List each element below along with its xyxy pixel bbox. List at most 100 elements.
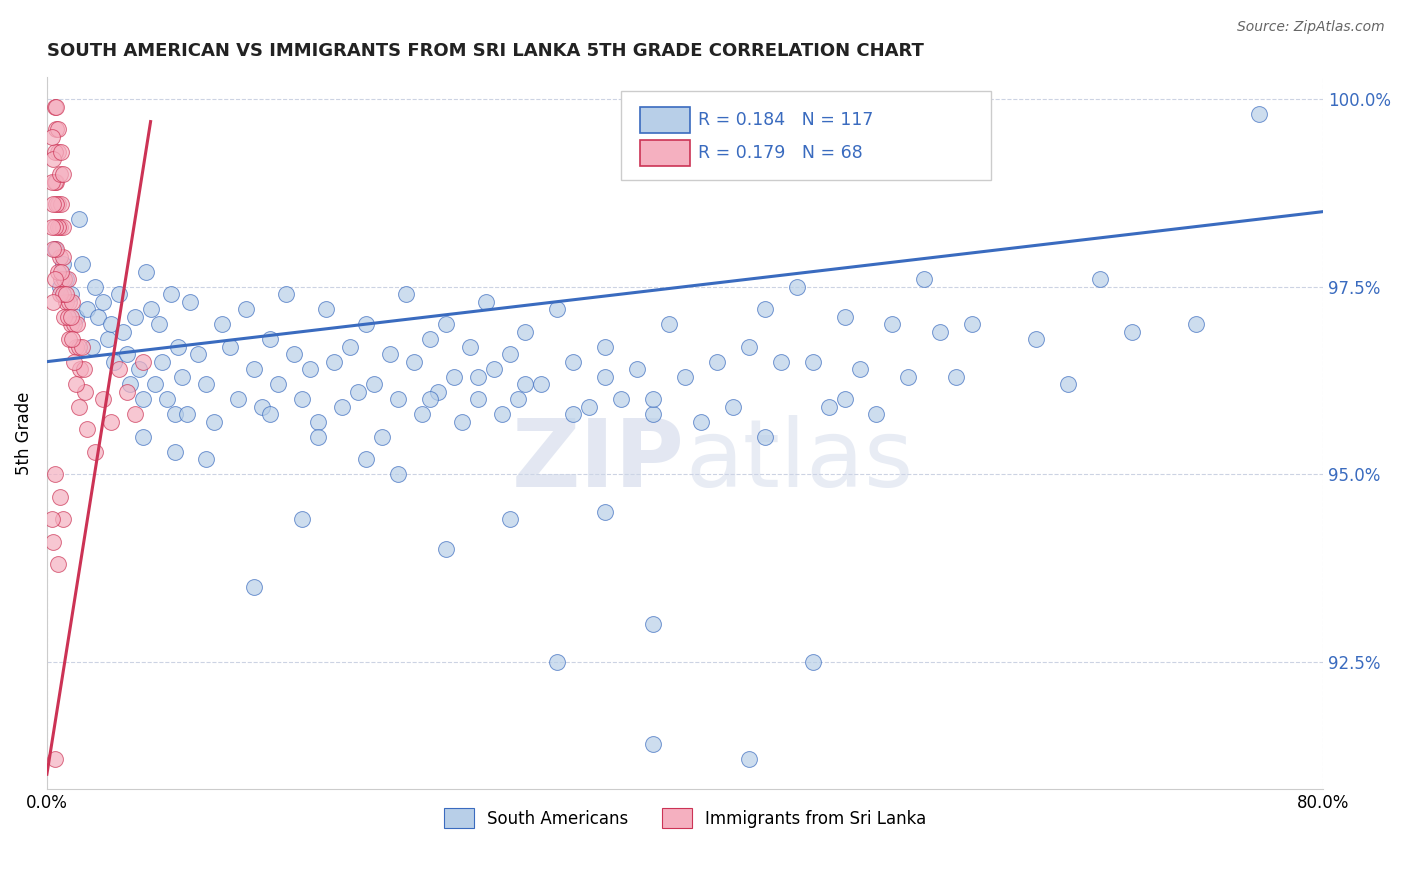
Point (187, 347, 209, 361)
Point (467, 369, 489, 384)
FancyBboxPatch shape (640, 140, 690, 166)
Point (131, 430, 153, 444)
Point (45, 100, 67, 114)
Point (1184, 317, 1206, 331)
Point (291, 512, 314, 526)
Point (70, 257, 93, 271)
Point (67, 212, 90, 227)
Point (46, 122, 69, 136)
Point (754, 302, 776, 317)
Point (44, 145, 66, 159)
Point (46, 197, 69, 211)
Point (307, 430, 329, 444)
Point (83, 444, 105, 458)
Point (48, 490, 70, 504)
Point (148, 317, 170, 331)
Point (166, 340, 188, 354)
Point (721, 400, 744, 414)
Point (44, 219, 66, 234)
Point (96, 332, 118, 346)
Point (498, 347, 520, 361)
Point (42, 534, 65, 549)
Point (65, 310, 87, 324)
Point (450, 415, 472, 429)
Point (115, 347, 138, 361)
Point (283, 347, 305, 361)
Point (63, 354, 86, 368)
Point (58, 332, 80, 346)
Point (882, 317, 904, 331)
Point (91, 392, 114, 406)
Point (155, 392, 177, 406)
Point (160, 287, 183, 301)
Point (960, 317, 983, 331)
Point (267, 377, 290, 392)
Point (387, 392, 409, 406)
Point (41, 512, 63, 526)
Point (834, 310, 856, 324)
Point (46, 145, 69, 159)
Point (55, 294, 77, 309)
Point (70, 340, 93, 354)
Point (491, 407, 513, 421)
Point (530, 377, 553, 392)
Point (76, 302, 98, 317)
Point (59, 310, 82, 324)
Point (118, 377, 141, 392)
Point (754, 430, 776, 444)
Point (593, 340, 616, 354)
Point (738, 340, 761, 354)
Point (912, 272, 935, 286)
Point (83, 279, 105, 293)
Point (42, 152, 65, 166)
Point (801, 354, 824, 368)
Point (378, 347, 401, 361)
Point (163, 407, 186, 421)
Point (103, 354, 125, 368)
Point (363, 377, 385, 392)
Point (354, 452, 377, 467)
Text: Source: ZipAtlas.com: Source: ZipAtlas.com (1237, 20, 1385, 34)
Point (128, 362, 150, 376)
Point (658, 317, 681, 331)
Point (176, 407, 198, 421)
Point (443, 369, 465, 384)
Point (52, 219, 75, 234)
Point (1249, 107, 1271, 121)
Point (467, 392, 489, 406)
Point (51, 145, 73, 159)
Point (42, 242, 65, 256)
Point (131, 392, 153, 406)
Point (46, 265, 69, 279)
Point (45, 122, 67, 136)
Point (87, 310, 110, 324)
Point (801, 655, 824, 669)
Point (41, 129, 63, 144)
Point (626, 362, 648, 376)
Point (65, 340, 87, 354)
Point (610, 392, 633, 406)
Point (52, 257, 75, 271)
Point (643, 407, 665, 421)
Point (172, 369, 194, 384)
Point (48, 250, 70, 264)
Point (929, 325, 952, 339)
Text: SOUTH AMERICAN VS IMMIGRANTS FROM SRI LANKA 5TH GRADE CORRELATION CHART: SOUTH AMERICAN VS IMMIGRANTS FROM SRI LA… (46, 42, 924, 60)
Point (72, 362, 94, 376)
Point (48, 279, 70, 293)
Point (59, 317, 82, 331)
Point (347, 384, 370, 399)
Point (330, 400, 353, 414)
Point (150, 354, 173, 368)
Point (107, 287, 129, 301)
Point (307, 415, 329, 429)
Point (235, 302, 257, 317)
Point (387, 467, 409, 482)
Point (69, 362, 91, 376)
Point (506, 392, 529, 406)
Point (252, 400, 274, 414)
Point (53, 310, 76, 324)
Point (498, 512, 520, 526)
Point (66, 317, 89, 331)
Point (163, 444, 186, 458)
